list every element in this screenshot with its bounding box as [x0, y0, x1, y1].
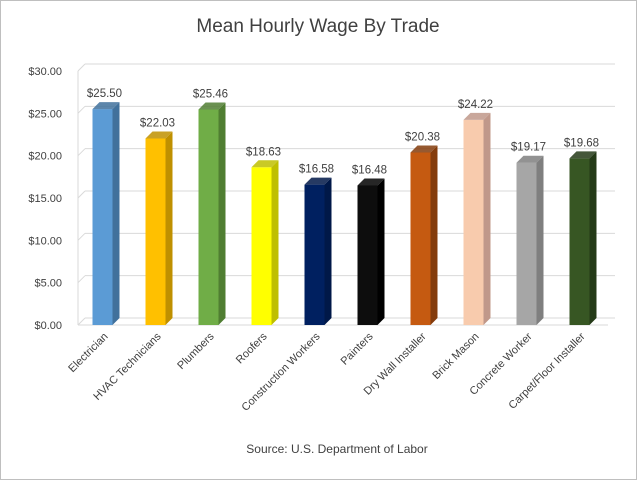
data-label: $20.38: [405, 131, 440, 143]
x-tick-label: Roofers: [234, 330, 270, 366]
bar-front: [145, 138, 166, 325]
x-tick-label: Painters: [339, 330, 376, 367]
bar-side: [218, 102, 226, 326]
bar: [92, 102, 120, 325]
bar: [145, 131, 173, 325]
data-labels: $25.50 $22.03 $25.46 $18.63 $16.58 $16.48 $20.…: [87, 88, 599, 176]
x-tick-label: Plumbers: [175, 330, 217, 372]
bar-top: [410, 145, 438, 153]
y-tick-label: $30.00: [28, 66, 62, 78]
data-label: $16.58: [299, 164, 334, 176]
gridline-depth: [77, 317, 86, 326]
bar-top: [198, 102, 226, 110]
bar-front: [410, 152, 431, 325]
bar-front: [198, 109, 219, 326]
data-label: $16.48: [352, 164, 387, 176]
bar-front: [516, 162, 537, 325]
bar-top: [251, 160, 279, 168]
gridline-depth: [77, 148, 86, 157]
bar-front: [463, 119, 484, 325]
bar-side: [112, 102, 120, 325]
bar-top: [304, 177, 332, 185]
y-tick-label: $0.00: [34, 320, 62, 332]
bar-side: [324, 177, 332, 325]
bar-top: [92, 102, 120, 110]
x-tick-label: Brick Mason: [430, 331, 481, 382]
bar-top: [516, 155, 544, 163]
y-tick-label: $10.00: [28, 235, 62, 247]
x-tick-label: Electrician: [66, 331, 110, 375]
bar-front: [569, 158, 590, 325]
bar-side: [271, 160, 279, 325]
y-tick-label: $25.00: [28, 108, 62, 120]
bar-top: [145, 131, 173, 139]
data-label: $18.63: [246, 146, 281, 158]
bar: [463, 112, 491, 325]
bar: [251, 160, 279, 325]
bar: [410, 145, 438, 325]
bar-side: [589, 151, 597, 325]
bar: [569, 151, 597, 325]
bars: [92, 102, 597, 326]
bar-side: [483, 112, 491, 325]
data-label: $22.03: [140, 117, 175, 129]
bar-top: [357, 178, 385, 186]
bar: [304, 177, 332, 325]
bar: [357, 178, 385, 325]
y-tick-label: $15.00: [28, 193, 62, 205]
chart-source: Source: U.S. Department of Labor: [246, 442, 427, 456]
bar-top: [569, 151, 597, 159]
bar-side: [536, 155, 544, 325]
bar: [516, 155, 544, 325]
bar-top: [463, 112, 491, 120]
data-label: $25.50: [87, 88, 122, 100]
bar-side: [430, 145, 438, 325]
data-label: $25.46: [193, 88, 228, 100]
bar-front: [357, 185, 378, 325]
bar-side: [165, 131, 173, 325]
gridline-depth: [77, 105, 86, 114]
gridline-depth: [77, 232, 86, 241]
gridline-depth: [77, 63, 86, 72]
y-axis-ticks: $0.00 $5.00 $10.00 $15.00 $20.00 $25.00 $30.00: [28, 66, 62, 332]
bar-front: [251, 167, 272, 325]
chart-title: Mean Hourly Wage By Trade: [196, 16, 439, 37]
y-tick-label: $5.00: [34, 278, 62, 290]
bar: [198, 102, 226, 326]
bar-front: [304, 184, 325, 325]
y-tick-label: $20.00: [28, 151, 62, 163]
data-label: $19.17: [511, 142, 546, 154]
gridline-depth: [77, 275, 86, 284]
gridline-depth: [77, 190, 86, 199]
data-label: $19.68: [564, 137, 599, 149]
bar-side: [377, 178, 385, 325]
data-label: $24.22: [458, 99, 493, 111]
bar-front: [92, 109, 113, 325]
